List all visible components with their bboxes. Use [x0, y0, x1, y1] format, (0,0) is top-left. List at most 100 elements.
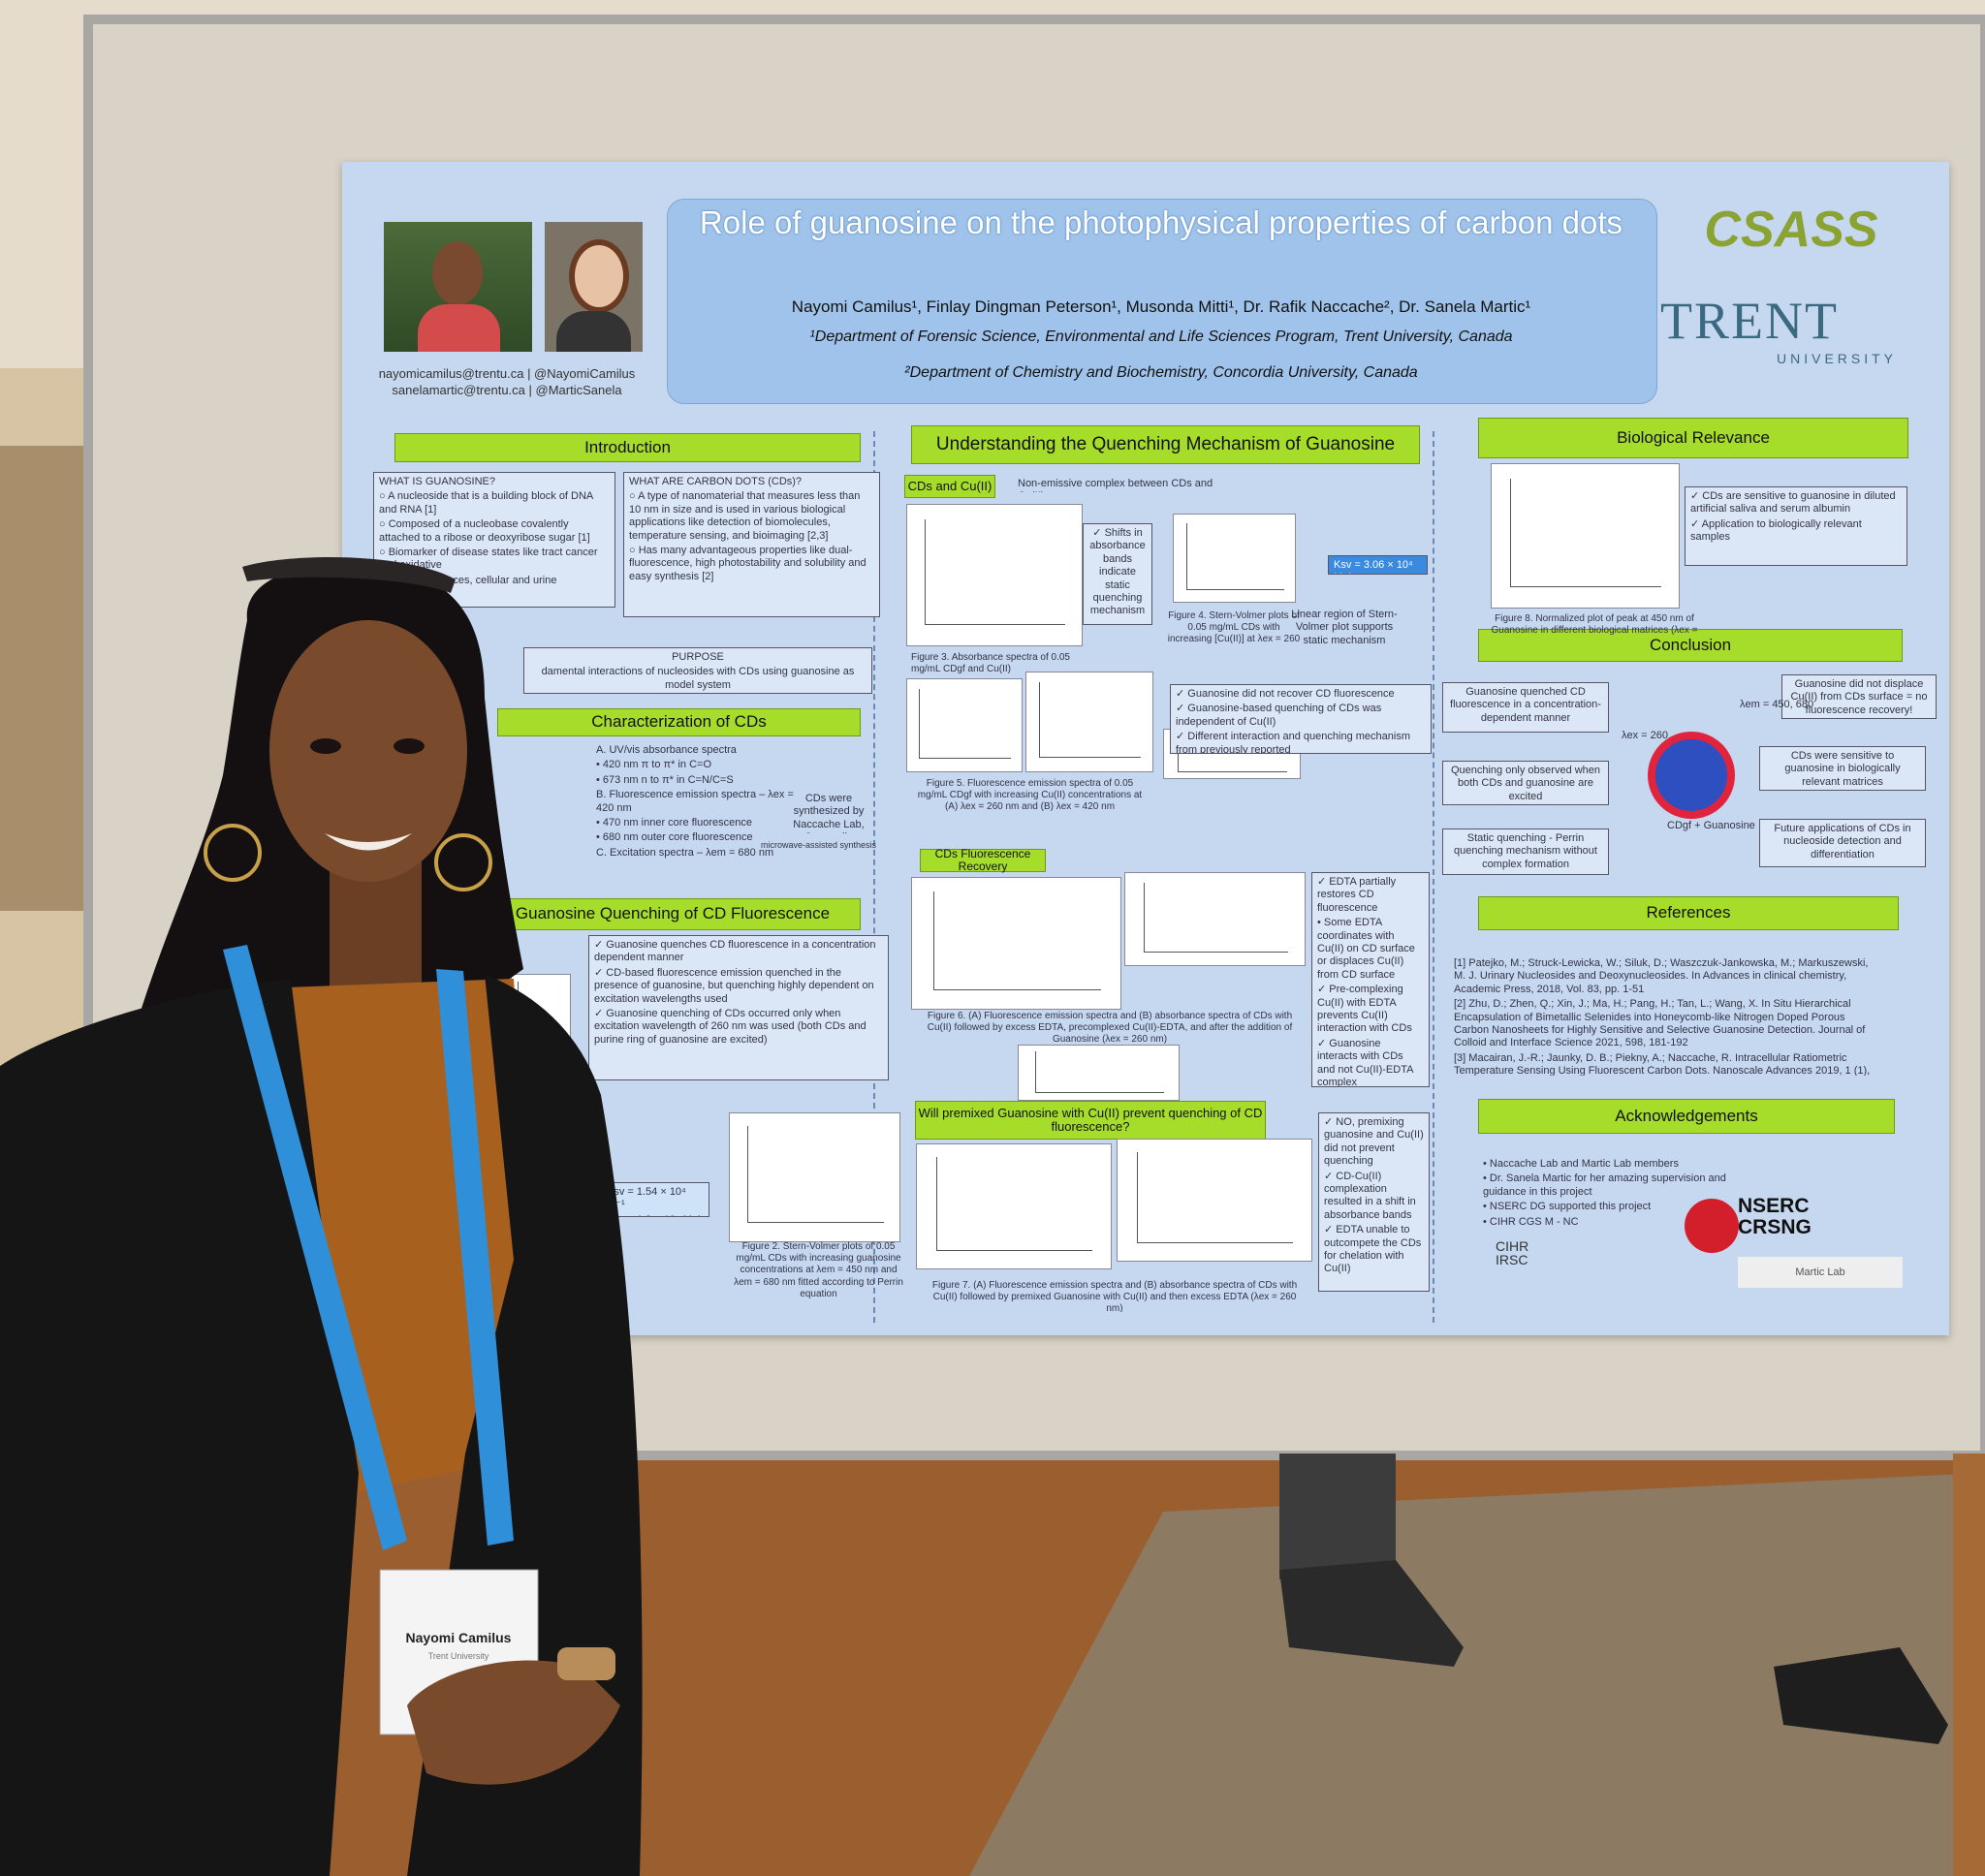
trent-sub: UNIVERSITY	[1777, 351, 1898, 366]
contact: nayomicamilus@trentu.ca | @NayomiCamilus	[378, 366, 636, 381]
figure	[1018, 1045, 1180, 1101]
poster: Role of guanosine on the photophysical p…	[342, 162, 1949, 1335]
poster-title: Role of guanosine on the photophysical p…	[699, 204, 1623, 240]
cihr: CIHR	[1496, 1238, 1529, 1254]
text-line: Figure 5. Fluorescence emission spectra …	[917, 778, 1143, 813]
plot-area	[1034, 1050, 1164, 1093]
text-line: Linear region of Stern-Volmer plot suppo…	[1291, 609, 1398, 646]
text-box: ✓ EDTA partially restores CD fluorescenc…	[1311, 872, 1430, 1087]
text-box: ✓ Guanosine did not recover CD fluoresce…	[1170, 684, 1432, 754]
text-line: • Some EDTA coordinates with Cu(II) on C…	[1317, 917, 1415, 981]
text-line: • CIHR CGS M - NC	[1483, 1215, 1579, 1228]
section-heading: CDs Fluorescence Recovery	[920, 847, 1046, 873]
text-line: λex = 260	[1622, 730, 1669, 741]
plot-area	[1137, 1151, 1293, 1244]
text-line: CDs were synthesized by Naccache Lab, Co…	[793, 793, 865, 833]
column-divider	[1433, 431, 1436, 1323]
face	[569, 239, 629, 313]
text-line: • 673 nm n to π* in C=N/C=S	[596, 773, 734, 786]
text-box: Ksv = 1.54 × 10⁴ M⁻¹ Ksv = 1.3 × 10⁴ M⁻¹	[601, 1182, 709, 1217]
text-line: Figure 7. (A) Fluorescence emission spec…	[931, 1280, 1298, 1312]
text-box: Figure 6. (A) Fluorescence emission spec…	[916, 1008, 1304, 1058]
text-line: ✓ CD-based fluorescence emission quenche…	[594, 966, 874, 1005]
text-line: [1] Patejko, M.; Struck-Lewicka, W.; Sil…	[1454, 957, 1869, 995]
text-box: Figure 4. Stern-Volmer plots of 0.05 mg/…	[1161, 608, 1307, 648]
figure	[1117, 1139, 1312, 1262]
text-line: [2] Zhu, D.; Zhen, Q.; Xin, J.; Ma, H.; …	[1454, 998, 1866, 1049]
section-heading: Characterization of CDs	[497, 708, 861, 736]
text-line: ✓ Guanosine-based quenching of CDs was i…	[1176, 703, 1382, 728]
section-heading: Understanding the Quenching Mechanism of…	[911, 425, 1420, 464]
text-line: ✓ NO, premixing guanosine and Cu(II) did…	[1324, 1116, 1424, 1168]
section-heading: Guanosine Quenching of CD Fluorescence	[485, 898, 861, 930]
text-box: Linear region of Stern-Volmer plot suppo…	[1281, 606, 1407, 664]
nserc: NSERC	[1738, 1195, 1810, 1217]
text-box: ✓ CDs are sensitive to guanosine in dilu…	[1685, 486, 1907, 566]
figure	[916, 1143, 1112, 1269]
text-line: C. Excitation spectra – λem = 680 nm	[596, 846, 774, 859]
affiliation: ¹Department of Forensic Science, Environ…	[809, 328, 1513, 345]
text-box: ✓ Shifts in absorbance bands indicate st…	[1083, 523, 1152, 625]
text-line: B. Fluorescence emission spectra – λex =…	[596, 789, 794, 814]
text-line: WHAT IS GUANOSINE?	[379, 476, 496, 487]
text-box: Ksv = 3.06 × 10⁴ M⁻¹	[1328, 555, 1428, 575]
text-line: • 680 nm outer core fluorescence	[596, 831, 753, 844]
text-line: ✓ Application to biologically relevant s…	[1690, 517, 1862, 544]
text-box: Guanosine quenched CD fluorescence in a …	[1442, 682, 1609, 733]
text-line: λem = 450, 680	[1740, 699, 1814, 710]
shirt	[556, 311, 631, 352]
board-leg	[1953, 1454, 1985, 1876]
text-line: damental interactions of nucleosides wit…	[541, 666, 855, 691]
figure	[1124, 872, 1306, 966]
text-line: Quenching only observed when both CDs an…	[1450, 765, 1601, 802]
legs	[1279, 1454, 1396, 1579]
text-box: Static quenching - Perrin quenching mech…	[1442, 829, 1609, 875]
text-line: • Dr. Sanela Martic for her amazing supe…	[1483, 1172, 1726, 1198]
trent-logo: TRENT	[1660, 292, 1839, 350]
section-heading: Conclusion	[1478, 629, 1903, 662]
text-line: ✓ CD-Cu(II) complexation resulted in a s…	[1324, 1170, 1416, 1221]
carpet	[969, 1473, 1985, 1876]
text-line: Static quenching - Perrin quenching mech…	[1454, 832, 1597, 870]
plot-area	[1143, 882, 1288, 953]
text-line: ○ A nucleoside that is a building block …	[379, 490, 593, 516]
shoe	[1774, 1647, 1948, 1744]
plot-area	[925, 518, 1065, 626]
crsng: CRSNG	[1738, 1216, 1812, 1239]
text-line: Figure 3. Absorbance spectra of 0.05 mg/…	[911, 652, 1070, 675]
plot-area	[1510, 478, 1661, 587]
authors: Nayomi Camilus¹, Finlay Dingman Peterson…	[791, 297, 1531, 316]
text-line: ✓ Guanosine quenches CD fluorescence in …	[594, 939, 876, 964]
section-heading: References	[1478, 896, 1899, 930]
text-line: CDs were sensitive to guanosine in biolo…	[1784, 750, 1901, 788]
text-line: Non-emissive complex between CDs and Cu(…	[1018, 478, 1213, 492]
text-line: Ksv = 3.06 × 10⁴ M⁻¹	[1334, 559, 1413, 574]
plot-area	[932, 891, 1101, 990]
text-box: λex = 260	[1617, 727, 1675, 742]
figure	[1491, 463, 1680, 609]
text-line: ✓ Different interaction and quenching me…	[1176, 731, 1410, 754]
text-line: • 420 nm π to π* in C=O	[596, 759, 711, 771]
text-box: Non-emissive complex between CDs and Cu(…	[1013, 475, 1236, 492]
text-line: ○ Composed of a nucleobase covalently at…	[379, 518, 590, 544]
martic-lab-logo: Martic Lab	[1738, 1257, 1903, 1288]
text-box: ✓ Guanosine quenches CD fluorescence in …	[588, 935, 889, 1080]
affiliation: ²Department of Chemistry and Biochemistr…	[904, 364, 1418, 381]
text-box: [1] Patejko, M.; Struck-Lewicka, W.; Sil…	[1449, 954, 1875, 1076]
text-box: Figure 8. Normalized plot of peak at 450…	[1478, 610, 1711, 636]
irsc: IRSC	[1496, 1252, 1528, 1267]
section-heading: Biological Relevance	[1478, 418, 1908, 458]
text-line: • NSERC DG supported this project	[1483, 1201, 1652, 1213]
text-line: Figure 8. Normalized plot of peak at 450…	[1491, 613, 1698, 636]
text-line: WHAT ARE CARBON DOTS (CDs)?	[629, 476, 803, 487]
face	[432, 241, 483, 305]
figure	[1025, 672, 1153, 772]
text-line: CDgf + Guanosine	[1667, 820, 1755, 831]
text-box: Quenching only observed when both CDs an…	[1442, 761, 1609, 805]
text-line: PURPOSE	[672, 651, 724, 663]
shoe	[1279, 1560, 1464, 1667]
figure	[906, 504, 1083, 646]
title-panel	[667, 199, 1657, 404]
text-box: • Naccache Lab and Martic Lab members • D…	[1478, 1155, 1759, 1228]
text-box: Guanosine did not displace Cu(II) from C…	[1781, 674, 1937, 719]
